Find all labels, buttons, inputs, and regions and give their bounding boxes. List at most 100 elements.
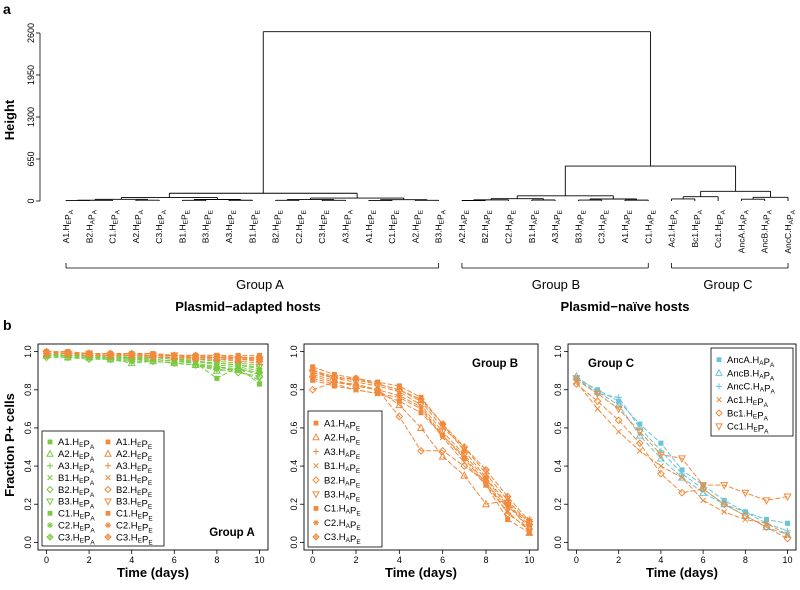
marker-part (85, 350, 93, 357)
y-tick-label: 0.6 (553, 422, 563, 435)
series-C2.HAPE (309, 373, 533, 523)
marker-part (256, 356, 263, 363)
data-point (212, 353, 221, 362)
x-axis-title: Time (days) (385, 565, 457, 580)
y-tick-label: 2600 (26, 23, 36, 43)
data-point (636, 424, 643, 432)
leaf-label: A1.HAPE (620, 209, 634, 243)
data-point (47, 462, 53, 469)
data-point (699, 488, 708, 496)
leaf-label: C1.HEPA (108, 209, 122, 243)
leaf-label: A2.HEPE (410, 209, 424, 243)
marker-part (213, 354, 221, 361)
group-b-label: Group B (532, 277, 580, 292)
data-point (312, 476, 320, 484)
legend-entry: A2.HEPA (58, 449, 95, 463)
leaf-label: C2.HAPE (504, 209, 518, 243)
data-point (783, 534, 792, 543)
data-point (417, 395, 425, 404)
data-point (460, 471, 469, 479)
data-point (46, 533, 54, 541)
series-C3.HAPE (308, 366, 534, 526)
y-tick-label: 0.4 (289, 460, 299, 473)
data-point (635, 430, 644, 439)
legend-entry: B3.HEPA (58, 497, 95, 511)
panel-title: Group C (588, 358, 634, 370)
dendrogram-y-axis: 0 650 1300 1950 2600 (26, 23, 41, 204)
legend-entry: AncA.HAPA (727, 355, 775, 369)
y-tick-label: 0.8 (23, 384, 33, 397)
data-point (418, 410, 424, 416)
panel-title: Group B (472, 358, 518, 370)
data-point (312, 491, 320, 499)
leaf-label: B2.HAPE (480, 209, 494, 243)
panel-title: Group A (209, 527, 255, 539)
legend-entry: Ac1.HEPA (727, 395, 769, 409)
data-point (699, 482, 708, 490)
data-point (149, 351, 157, 360)
data-point (396, 392, 403, 399)
marker-part (313, 533, 319, 540)
leaf-label: A3.HAPE (550, 209, 564, 243)
x-axis-title: Time (days) (117, 565, 189, 580)
leaf-label: A3.HEPE (224, 209, 238, 243)
legend-entry: B1.HAPE (324, 461, 361, 475)
plot-group-b: 0 2 4 6 8 10 0.0 0.2 0.4 0.6 0.8 1.0 Time (days) A1.H… (289, 343, 539, 580)
leaf-label: C1.HAPE (643, 209, 657, 243)
data-point (482, 465, 490, 474)
data-point (572, 380, 581, 388)
data-point (679, 474, 685, 481)
leaf-label: A1.HEPE (364, 209, 378, 243)
data-point (312, 533, 320, 541)
data-point (353, 387, 359, 393)
marker-part (504, 493, 511, 500)
data-point (700, 497, 707, 504)
data-point (170, 351, 179, 360)
y-tick-label: 0.8 (289, 384, 299, 397)
data-point (46, 449, 54, 457)
leaf-label: B1.HEPE (177, 209, 191, 243)
data-point (63, 349, 72, 358)
marker-part (461, 443, 468, 451)
data-point (396, 398, 402, 404)
marker-part (47, 534, 53, 541)
data-point (309, 373, 316, 380)
data-point (699, 485, 708, 493)
series-Cc1.HEPA (572, 375, 792, 506)
data-point (313, 519, 319, 526)
leaf-label: Ac1.HEPA (667, 209, 681, 247)
legend-entry: A1.HAPE (324, 418, 361, 432)
data-point (308, 366, 317, 375)
legend-entry: A3.HAPE (324, 447, 361, 461)
data-point (105, 522, 111, 529)
marker-part (234, 365, 242, 372)
data-point (635, 439, 644, 448)
leaf-label: AncA.HAPA (736, 209, 750, 253)
x-tick-label: 2 (353, 555, 358, 565)
plot-group-c: 0 2 4 6 8 10 0.0 0.2 0.4 0.6 0.8 1.0 Time (days) AncA… (553, 343, 797, 580)
legend-entry: AncB.HAPA (727, 368, 775, 382)
leaf-label: B1.HEPE (247, 209, 261, 243)
marker-part (128, 352, 135, 359)
data-point (716, 396, 722, 403)
marker-part (256, 369, 263, 376)
legend-entry: B3.HEPE (116, 497, 153, 511)
x-tick-label: 0 (310, 555, 315, 565)
legend-entry: A2.HAPE (324, 433, 361, 447)
legend-entry: A1.HEPA (58, 437, 95, 451)
legend-entry: AncC.HAPA (727, 382, 775, 396)
legend-entry: A2.HEPE (116, 449, 153, 463)
legend-box (41, 430, 165, 547)
data-point (657, 447, 665, 455)
legend-entry: C1.HEPA (58, 509, 95, 523)
data-point (310, 377, 316, 383)
data-point (214, 375, 220, 381)
data-point (678, 488, 686, 497)
data-point (637, 421, 643, 427)
data-point (104, 485, 112, 494)
legend-entry: A3.HEPE (116, 461, 153, 475)
x-tick-label: 6 (701, 555, 706, 565)
data-point (762, 523, 771, 532)
legend-entry: C2.HEPE (116, 520, 153, 534)
